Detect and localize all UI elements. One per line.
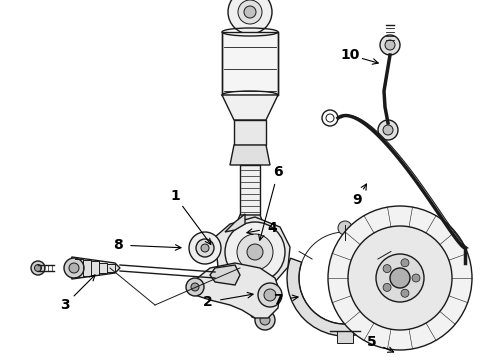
Circle shape	[412, 274, 420, 282]
Circle shape	[383, 125, 393, 135]
Circle shape	[237, 234, 273, 270]
Polygon shape	[225, 214, 245, 232]
Text: 1: 1	[170, 189, 180, 203]
Text: 6: 6	[273, 165, 283, 179]
Circle shape	[380, 35, 400, 55]
Text: 5: 5	[367, 335, 377, 349]
Circle shape	[401, 289, 409, 297]
Circle shape	[186, 278, 204, 296]
Circle shape	[390, 268, 410, 288]
Circle shape	[225, 222, 285, 282]
Circle shape	[376, 254, 424, 302]
Circle shape	[383, 265, 391, 273]
Circle shape	[258, 283, 282, 307]
Circle shape	[238, 0, 262, 24]
Circle shape	[255, 310, 275, 330]
Circle shape	[348, 226, 452, 330]
Circle shape	[64, 258, 84, 278]
Circle shape	[401, 259, 409, 267]
Circle shape	[196, 239, 214, 257]
Circle shape	[385, 40, 395, 50]
Circle shape	[69, 263, 79, 273]
Text: 3: 3	[60, 298, 70, 312]
Circle shape	[338, 221, 352, 235]
Polygon shape	[215, 217, 290, 290]
Circle shape	[34, 265, 42, 271]
Text: 8: 8	[113, 238, 123, 252]
Bar	[234, 120, 266, 145]
Text: 4: 4	[267, 221, 277, 235]
Text: 2: 2	[203, 295, 213, 309]
Circle shape	[383, 283, 391, 291]
Text: 7: 7	[273, 293, 283, 307]
Bar	[222, 32, 278, 95]
Text: 10: 10	[341, 48, 360, 62]
Circle shape	[247, 244, 263, 260]
Circle shape	[189, 232, 221, 264]
Circle shape	[328, 206, 472, 350]
Circle shape	[378, 120, 398, 140]
Circle shape	[201, 244, 209, 252]
Bar	[240, 165, 260, 215]
Circle shape	[244, 6, 256, 18]
Circle shape	[228, 0, 272, 34]
Bar	[337, 331, 353, 343]
Circle shape	[31, 261, 45, 275]
Polygon shape	[232, 215, 268, 235]
Polygon shape	[222, 95, 278, 120]
Polygon shape	[68, 257, 120, 279]
Polygon shape	[232, 280, 270, 322]
Circle shape	[191, 283, 199, 291]
Polygon shape	[190, 263, 280, 318]
Circle shape	[260, 315, 270, 325]
Polygon shape	[210, 265, 240, 285]
Circle shape	[264, 289, 276, 301]
Text: 9: 9	[352, 193, 362, 207]
Wedge shape	[287, 228, 403, 336]
Polygon shape	[230, 145, 270, 165]
